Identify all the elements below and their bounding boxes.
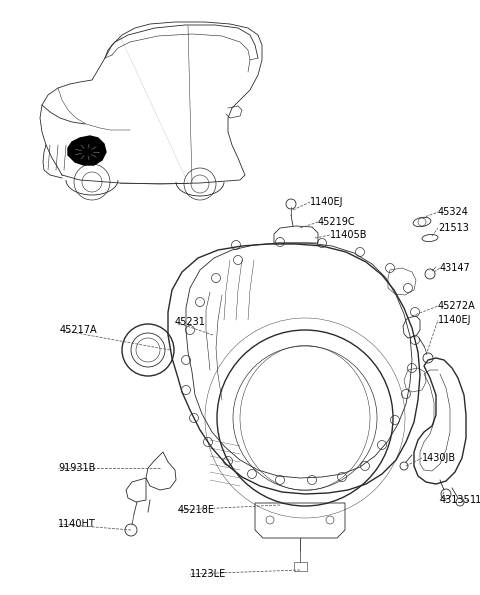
Text: 1140HT: 1140HT: [58, 519, 96, 529]
Text: 1140EJ: 1140EJ: [438, 315, 471, 325]
Text: 45218E: 45218E: [178, 505, 215, 515]
Text: 91931B: 91931B: [58, 463, 96, 473]
Text: 1123LE: 1123LE: [190, 569, 226, 579]
Text: 1430JB: 1430JB: [422, 453, 456, 463]
Text: 45219C: 45219C: [318, 217, 356, 227]
Text: 1140EJ: 1140EJ: [310, 197, 344, 207]
Text: 21513: 21513: [438, 223, 469, 233]
Text: 43147: 43147: [440, 263, 471, 273]
Text: 45272A: 45272A: [438, 301, 476, 311]
Text: 1140FZ: 1140FZ: [470, 495, 480, 505]
Text: 45217A: 45217A: [60, 325, 97, 335]
Polygon shape: [68, 136, 106, 165]
Text: 43135: 43135: [440, 495, 471, 505]
Text: 45231: 45231: [175, 317, 206, 327]
Text: 11405B: 11405B: [330, 230, 368, 240]
Text: 45324: 45324: [438, 207, 469, 217]
